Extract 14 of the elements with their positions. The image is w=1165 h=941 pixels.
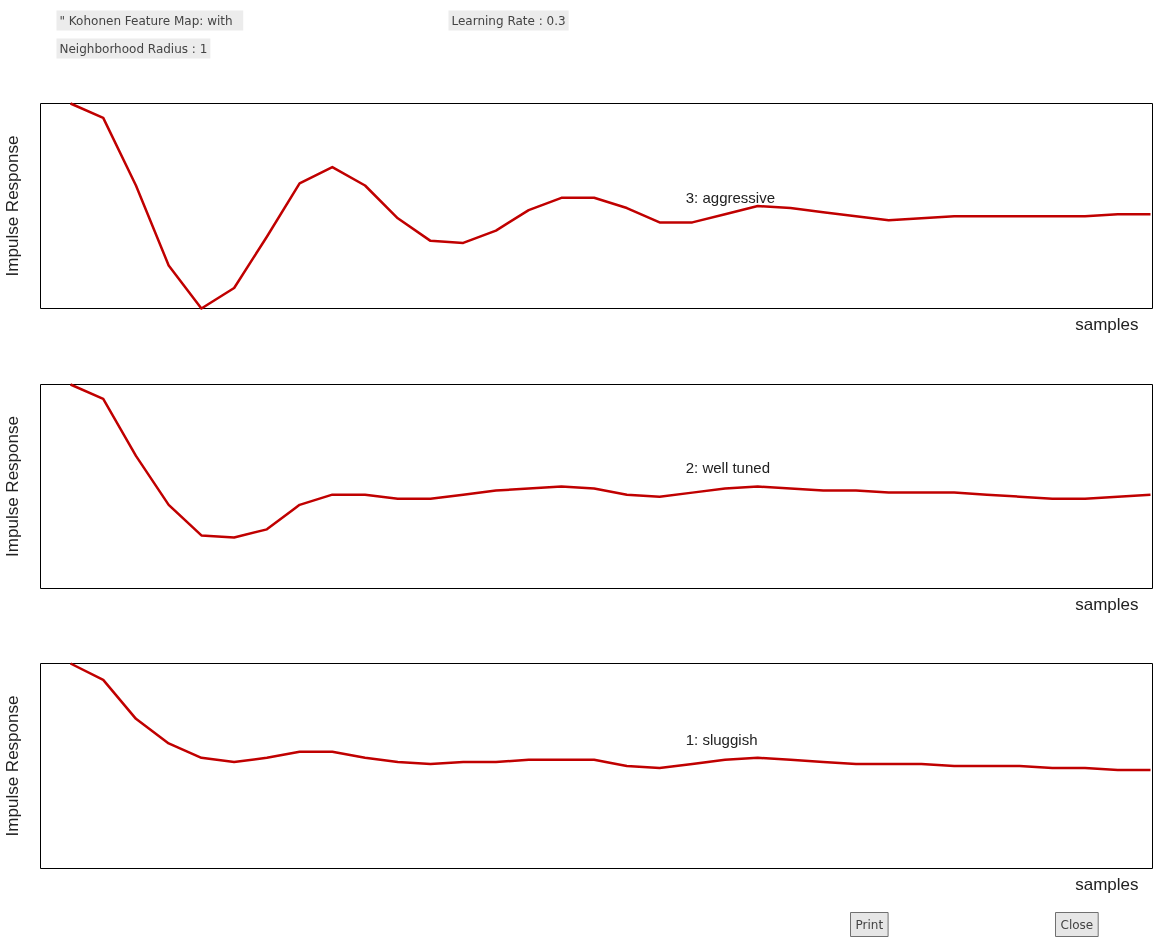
series-label: 3: aggressive: [685, 189, 775, 206]
y-axis-title: Impulse Response: [3, 695, 22, 837]
y-axis-title: Impulse Response: [3, 135, 22, 277]
series-label: 2: well tuned: [685, 459, 771, 477]
x-axis-title: samples: [1075, 314, 1139, 334]
x-axis-title: samples: [1075, 594, 1139, 614]
text: Learning Rate : 0.3: [451, 13, 566, 28]
text: " Kohonen Feature Map: with: [59, 13, 233, 28]
series-label: 1: sluggish: [685, 730, 758, 748]
y-axis-title: Impulse Response: [3, 416, 22, 557]
text: Close: [1060, 917, 1094, 932]
text: Neighborhood Radius : 1: [59, 41, 208, 56]
text: Print: [855, 917, 884, 932]
x-axis-title: samples: [1075, 874, 1139, 894]
